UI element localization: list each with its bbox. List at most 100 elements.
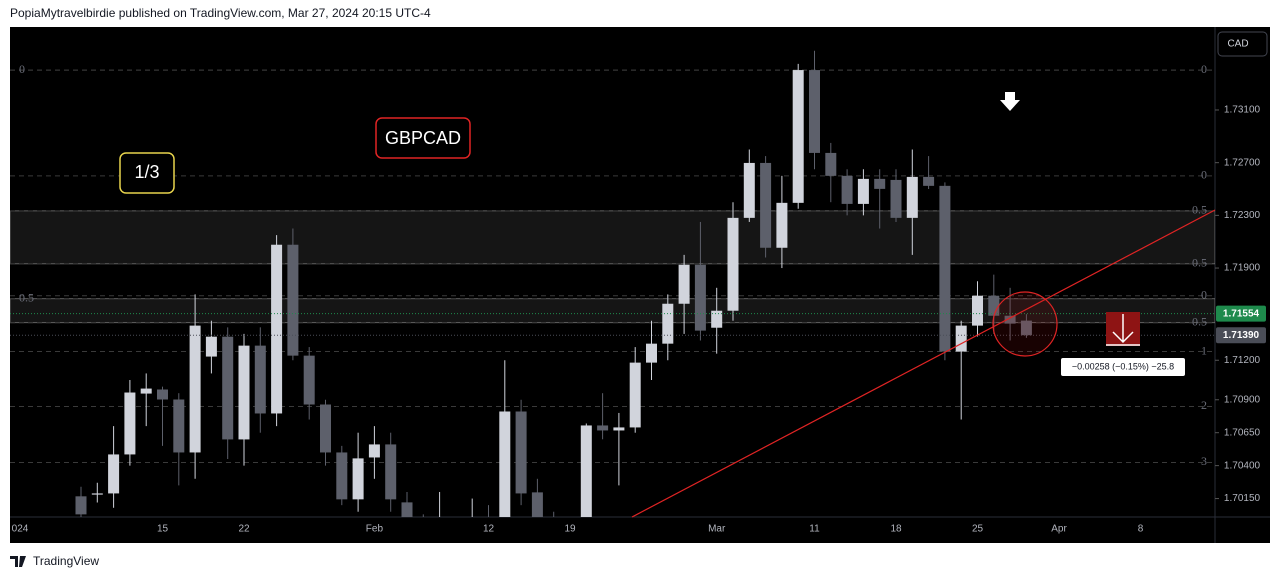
fib-label: 0 xyxy=(1201,62,1207,76)
price-label-box xyxy=(1216,327,1266,344)
level-band xyxy=(10,210,1215,265)
level-band xyxy=(10,298,1215,324)
candle-body xyxy=(890,179,902,218)
candle-body xyxy=(743,162,755,218)
candle-body xyxy=(857,178,869,204)
candle-body xyxy=(189,325,201,453)
candle-body xyxy=(385,444,397,500)
candle-body xyxy=(760,162,772,248)
candle-body xyxy=(613,427,625,431)
currency-button[interactable] xyxy=(1217,31,1268,57)
y-tick-label: 1.70400 xyxy=(1224,460,1261,471)
candle-body xyxy=(352,458,364,500)
candle-body xyxy=(646,343,657,363)
position-info-box xyxy=(1061,358,1185,376)
fib-label: 0.5 xyxy=(1192,256,1207,270)
x-tick-label: 8 xyxy=(1138,524,1144,535)
candle-body xyxy=(271,244,283,414)
x-tick-label: 12 xyxy=(483,524,495,535)
count-box xyxy=(119,152,175,194)
tv-logo xyxy=(10,556,26,567)
y-tick-label: 1.70900 xyxy=(1224,394,1261,405)
header: PopiaMytravelbirdie published on Trading… xyxy=(10,6,431,20)
candle-body xyxy=(140,388,152,394)
y-tick-label: 1.70150 xyxy=(1224,493,1261,504)
fib-label: 2 xyxy=(1201,398,1207,412)
candle-body xyxy=(368,444,380,458)
y-tick-label: 1.71900 xyxy=(1224,263,1261,274)
x-tick-label: 19 xyxy=(564,524,576,535)
candle-body xyxy=(906,176,918,218)
y-tick-label: 1.72300 xyxy=(1224,210,1261,221)
candle-body xyxy=(874,178,886,189)
candle-body xyxy=(809,70,820,153)
candle-body xyxy=(939,185,951,352)
candle-body xyxy=(972,295,983,326)
overlays: 1.71554 1.71390 xyxy=(10,305,1266,344)
short-position-arrow xyxy=(1106,314,1140,346)
candle-body xyxy=(515,411,527,494)
currency-label[interactable]: CAD xyxy=(1227,39,1248,50)
fib-label: 0 xyxy=(19,62,25,76)
candle-body xyxy=(597,425,609,431)
x-tick-label: 25 xyxy=(972,524,984,535)
candle-body xyxy=(401,502,413,517)
y-tick-label: 1.70650 xyxy=(1224,427,1261,438)
candle-body xyxy=(1020,320,1032,336)
fib-label: 3 xyxy=(1201,454,1207,468)
x-tick-label: Apr xyxy=(1051,524,1067,535)
position-info: −0.00258 (−0.15%) −25.8 xyxy=(1072,361,1174,371)
candle-body xyxy=(955,325,967,352)
x-tick-label: Feb xyxy=(366,524,384,535)
candle-body xyxy=(173,399,185,453)
x-tick-label: 024 xyxy=(12,524,29,535)
candle-body xyxy=(1004,315,1016,324)
highlight-circle xyxy=(992,291,1058,357)
count-label: 1/3 xyxy=(134,162,159,182)
candle-body xyxy=(678,264,690,304)
candle-body xyxy=(988,295,1000,316)
price-label: 1.71390 xyxy=(1223,330,1260,341)
down-arrow xyxy=(1000,92,1020,111)
candle-body xyxy=(254,345,266,414)
candle-body xyxy=(205,336,217,357)
fib-levels: 0 0 0.5 0.5 0 0.5 1 2 3 0 0.5 xyxy=(10,62,1215,468)
chart-background xyxy=(10,27,1270,543)
candle-body xyxy=(825,152,837,176)
fib-label: 0.5 xyxy=(19,290,34,304)
candle-body xyxy=(580,425,592,517)
candle-body xyxy=(75,496,87,515)
candle-body xyxy=(108,454,120,494)
footer: TradingView xyxy=(33,554,99,568)
fib-label: 0 xyxy=(1201,168,1207,182)
candle-body xyxy=(923,176,935,186)
candle-body xyxy=(499,411,511,517)
fib-label: 0.5 xyxy=(1192,314,1207,328)
candle-body xyxy=(320,404,331,453)
candle-body xyxy=(124,392,136,455)
candle-body xyxy=(792,70,804,203)
x-tick-label: 22 xyxy=(238,524,250,535)
symbol-box xyxy=(375,117,471,159)
price-label-box xyxy=(1216,305,1266,322)
x-tick-label: 18 xyxy=(890,524,902,535)
x-tick-label: 11 xyxy=(809,524,820,535)
symbol-label: GBPCAD xyxy=(385,128,461,148)
price-label: 1.71554 xyxy=(1223,308,1260,319)
candle-body xyxy=(711,310,723,328)
x-tick-label: 15 xyxy=(157,524,169,535)
x-tick-label: Mar xyxy=(708,524,726,535)
y-tick-label: 1.73100 xyxy=(1224,105,1261,116)
candle-body xyxy=(157,389,168,400)
candle-body xyxy=(776,202,788,248)
candle-body xyxy=(662,303,674,344)
trend-line xyxy=(631,209,1216,518)
y-tick-label: 1.72700 xyxy=(1224,157,1261,168)
fib-label: 0 xyxy=(1201,287,1207,301)
candles xyxy=(75,50,1032,517)
candle-body xyxy=(694,264,706,331)
candle-body xyxy=(91,493,103,495)
candle-body xyxy=(238,345,250,440)
candle-body xyxy=(629,362,641,428)
